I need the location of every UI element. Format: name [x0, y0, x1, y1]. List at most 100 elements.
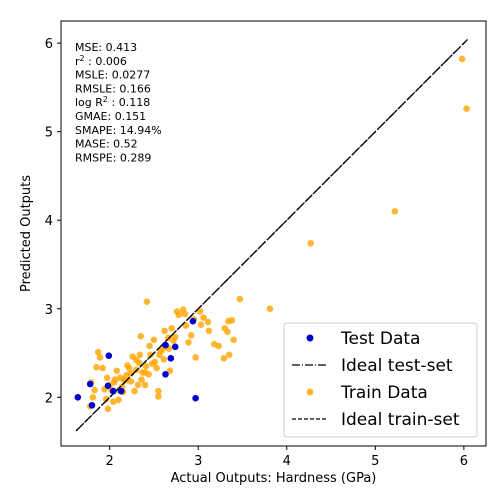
metric-line: RMSPE: 0.289 [75, 151, 151, 164]
metric-line: log R2 : 0.118 [75, 95, 150, 109]
train-point [230, 336, 237, 344]
train-point [200, 314, 207, 321]
test-point [189, 317, 197, 325]
y-tick-label: 5 [45, 126, 53, 141]
train-point [134, 381, 142, 389]
legend-label: Test Data [340, 329, 420, 349]
train-point [458, 55, 466, 63]
train-point [103, 374, 111, 382]
metric-line: MASE: 0.52 [75, 138, 138, 151]
train-point [132, 356, 140, 364]
train-point [117, 374, 124, 382]
train-point [170, 337, 177, 344]
test-point [105, 352, 113, 359]
train-point [104, 405, 112, 413]
train-point [182, 322, 190, 329]
marks-layer [74, 39, 470, 432]
train-point [138, 376, 145, 383]
test-point [171, 343, 179, 351]
test-point [192, 394, 199, 402]
train-point [115, 396, 122, 404]
train-point [146, 342, 153, 350]
x-tick-label: 4 [283, 454, 291, 469]
x-tick-label: 2 [106, 454, 114, 469]
train-point [141, 369, 149, 376]
train-point [91, 386, 98, 394]
test-point [86, 380, 94, 388]
axes-layer: 2 3 4 5 6 2 3 4 5 6 [45, 37, 468, 469]
train-point [99, 364, 106, 372]
metric-line: r2 : 0.006 [75, 54, 127, 68]
train-point [94, 348, 102, 356]
y-tick-label: 3 [45, 303, 53, 318]
train-point [192, 354, 199, 361]
train-point [220, 355, 228, 362]
test-point [162, 341, 169, 349]
train-point [160, 355, 168, 363]
train-point [148, 360, 156, 367]
x-tick-label: 3 [194, 454, 202, 469]
train-point [124, 362, 131, 369]
test-point [88, 401, 96, 409]
train-point [173, 308, 181, 315]
test-point [109, 387, 117, 395]
train-point [143, 298, 151, 305]
metric-line: MSLE: 0.0277 [75, 69, 150, 82]
legend-label: Ideal train-set [341, 410, 460, 430]
train-point [197, 321, 205, 328]
metric-line: GMAE: 0.151 [75, 110, 146, 123]
train-point [150, 336, 158, 344]
train-point [391, 208, 399, 215]
train-point [147, 351, 154, 359]
x-axis-label: Actual Outputs: Hardness (GPa) [171, 471, 377, 486]
train-point [89, 394, 97, 401]
test-point [74, 394, 82, 401]
x-tick-label: 6 [460, 454, 468, 469]
train-point [141, 381, 149, 389]
train-point [136, 351, 144, 359]
train-point [168, 324, 175, 332]
y-tick-label: 2 [45, 391, 53, 406]
train-point [155, 387, 162, 395]
train-point [127, 378, 135, 385]
train-point [166, 367, 174, 375]
test-point [104, 382, 112, 390]
train-point [142, 363, 150, 370]
train-point [185, 339, 192, 346]
train-point [196, 308, 204, 315]
legend-label: Train Data [340, 383, 428, 403]
train-point [113, 367, 121, 375]
metric-line: SMAPE: 14.94% [75, 124, 162, 137]
legend-test-marker [306, 334, 314, 342]
legend-label: Ideal test-set [341, 356, 453, 376]
train-point [109, 398, 117, 406]
train-point [102, 395, 110, 403]
train-point [205, 327, 213, 335]
train-point [225, 351, 233, 359]
train-point [266, 305, 274, 313]
train-point [179, 306, 187, 313]
train-point [463, 105, 470, 112]
y-tick-label: 6 [45, 37, 53, 52]
metric-line: RMSLE: 0.166 [75, 82, 151, 95]
train-point [93, 363, 100, 371]
train-point [155, 393, 162, 400]
train-point [204, 318, 212, 326]
train-point [228, 316, 236, 324]
legend-box [283, 322, 478, 438]
train-point [236, 295, 244, 303]
legend: Test Data Ideal test-set Train Data Ideal t… [283, 322, 478, 438]
test-point [162, 370, 169, 378]
train-point [96, 354, 104, 361]
train-point [137, 332, 144, 340]
metric-line: MSE: 0.413 [75, 41, 137, 54]
test-point [167, 355, 175, 362]
test-point [117, 387, 125, 395]
ideal-train-line [75, 39, 468, 432]
train-point [161, 327, 168, 335]
y-axis-label: Predicted Outputs [19, 175, 34, 292]
plot-frame [60, 20, 487, 447]
legend-train-marker [306, 388, 314, 396]
